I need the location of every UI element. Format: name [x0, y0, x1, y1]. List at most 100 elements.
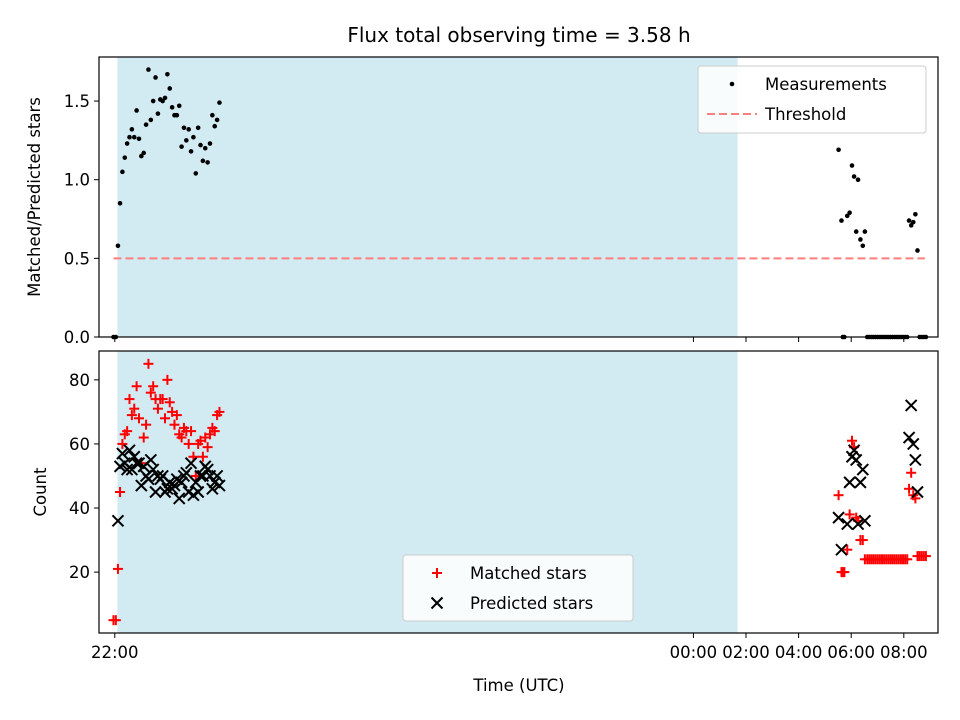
top-panel: 0.0 0.5 1.0 1.5 Matched/Predicted stars Measu…: [25, 56, 939, 347]
marker-stroke-b: [120, 463, 134, 476]
marker-stroke-b: [142, 472, 155, 486]
marker-stroke-b: [182, 485, 195, 499]
data-point: [143, 358, 154, 369]
data-point: [144, 453, 158, 467]
data-point: [846, 435, 857, 446]
marker-stroke-b: [847, 444, 861, 457]
data-point: [839, 218, 844, 223]
y-axis-label: Count: [31, 467, 50, 517]
marker-stroke-b: [156, 469, 169, 483]
data-point: [112, 563, 123, 574]
marker-stroke-b: [144, 453, 158, 467]
marker-stroke-b: [123, 444, 136, 457]
data-point: [833, 490, 844, 501]
y-tick-label: 20: [69, 563, 90, 582]
data-point: [138, 432, 149, 443]
data-point: [164, 397, 175, 408]
legend-label: Predicted stars: [470, 594, 593, 613]
data-point: [184, 138, 189, 143]
data-point: [188, 149, 194, 154]
data-point: [839, 567, 850, 578]
data-point: [205, 160, 210, 165]
marker-stroke-b: [208, 476, 221, 489]
marker-stroke-b: [180, 466, 193, 479]
marker-stroke-b: [173, 492, 186, 505]
data-point: [146, 463, 160, 476]
marker-stroke-b: [843, 476, 856, 489]
marker-stroke-b: [832, 511, 845, 524]
data-point: [849, 453, 863, 467]
x-tick-label: 00:00: [670, 643, 718, 662]
data-point: [862, 229, 868, 234]
data-point: [131, 134, 137, 140]
marker-stroke-b: [201, 463, 214, 476]
data-point: [162, 95, 168, 101]
legend-label: Matched stars: [470, 564, 587, 583]
legend-box: [402, 554, 634, 622]
x-tick-label: 22:00: [91, 643, 139, 662]
data-point: [117, 438, 128, 449]
data-point: [130, 456, 143, 470]
series-matched-stars: [108, 358, 931, 626]
marker-stroke-b: [128, 450, 141, 463]
data-point: [162, 374, 173, 385]
data-point: [171, 410, 182, 421]
data-point: [152, 403, 163, 414]
legend: Measurements Threshold: [697, 65, 927, 134]
marker-stroke-b: [161, 482, 174, 496]
data-point: [160, 98, 165, 104]
data-point: [136, 136, 142, 142]
data-point: [217, 100, 222, 105]
data-point: [169, 419, 180, 430]
data-point: [124, 394, 135, 405]
legend-label: Threshold: [764, 105, 846, 124]
data-point: [131, 381, 142, 392]
data-point: [855, 177, 861, 182]
data-point: [157, 394, 168, 405]
marker-stroke-b: [149, 485, 162, 499]
data-point: [835, 543, 848, 556]
marker-stroke-b: [907, 437, 920, 451]
marker-stroke-b: [213, 479, 226, 492]
data-point: [186, 426, 197, 437]
data-point: [853, 229, 859, 234]
data-point: [847, 444, 861, 457]
data-point: [129, 403, 140, 414]
data-point: [904, 399, 918, 412]
data-point: [122, 155, 128, 160]
data-point: [909, 453, 922, 467]
data-point: [115, 487, 126, 497]
data-point: [197, 451, 208, 462]
legend-marker: [430, 596, 444, 610]
marker-stroke-b: [184, 456, 198, 470]
data-point: [120, 463, 134, 476]
data-point: [179, 144, 184, 149]
legend: Matched stars Predicted stars: [402, 554, 634, 622]
data-point: [202, 145, 208, 151]
y-tick-label: 0.0: [64, 328, 90, 347]
data-point: [843, 476, 856, 489]
data-point: [186, 127, 191, 132]
y-tick-label: 60: [69, 435, 90, 454]
legend-marker: [729, 81, 735, 87]
axes-frame: [98, 56, 939, 338]
data-point: [907, 437, 920, 451]
data-point: [134, 108, 139, 113]
marker-stroke-b: [858, 514, 872, 528]
data-point: [844, 509, 855, 520]
data-point: [844, 213, 850, 219]
data-point: [149, 485, 162, 499]
data-point: [180, 466, 193, 479]
data-point: [120, 169, 125, 175]
data-point: [160, 413, 171, 424]
data-point: [906, 467, 917, 478]
data-point: [904, 483, 915, 494]
data-point: [148, 381, 159, 392]
data-point: [173, 492, 186, 505]
data-point: [143, 122, 149, 127]
marker-stroke-b: [163, 476, 176, 489]
data-point: [209, 426, 220, 437]
data-point: [913, 212, 918, 217]
marker-stroke-b: [851, 517, 865, 531]
observing-span: [117, 57, 738, 337]
